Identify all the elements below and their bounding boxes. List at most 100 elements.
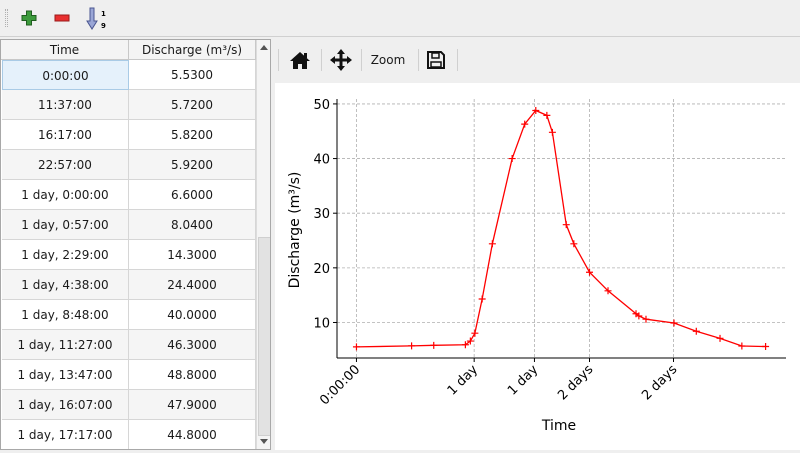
data-point-marker <box>586 268 594 276</box>
add-row-button[interactable] <box>16 6 42 30</box>
data-point-marker <box>762 343 770 351</box>
time-cell[interactable]: 11:37:00 <box>2 90 129 120</box>
remove-row-button[interactable] <box>49 6 75 30</box>
data-point-marker <box>692 327 700 335</box>
discharge-cell[interactable]: 14.3000 <box>129 240 256 270</box>
y-tick-label: 50 <box>313 98 330 113</box>
table-row[interactable]: 16:17:00 5.8200 <box>2 120 256 150</box>
time-cell[interactable]: 16:17:00 <box>2 120 129 150</box>
sort-digit-bottom: 9 <box>101 22 106 30</box>
x-tick-label: 2 days <box>555 362 596 403</box>
toolbar-separator <box>457 49 458 71</box>
time-cell[interactable]: 1 day, 13:47:00 <box>2 360 129 390</box>
sort-button[interactable]: 1 9 <box>82 6 110 30</box>
x-tick-label: 2 days <box>639 362 680 403</box>
time-cell[interactable]: 1 day, 4:38:00 <box>2 270 129 300</box>
data-point-marker <box>642 315 650 323</box>
data-point-marker <box>570 240 578 248</box>
floppy-disk-icon <box>427 51 445 69</box>
table-row[interactable]: 0:00:00 5.5300 <box>2 60 256 90</box>
table-row[interactable]: 1 day, 0:00:00 6.6000 <box>2 180 256 210</box>
time-cell[interactable]: 1 day, 8:48:00 <box>2 300 129 330</box>
discharge-cell[interactable]: 44.8000 <box>129 420 256 449</box>
column-header-discharge[interactable]: Discharge (m³/s) <box>129 40 256 60</box>
chart-toolbar: Zoom <box>275 40 800 80</box>
scrollbar-thumb[interactable] <box>258 237 270 436</box>
data-point-marker <box>670 319 678 327</box>
sort-digit-top: 1 <box>101 10 106 18</box>
time-cell[interactable]: 1 day, 16:07:00 <box>2 390 129 420</box>
data-point-marker <box>471 329 479 337</box>
y-tick-label: 20 <box>313 262 330 277</box>
time-cell[interactable]: 1 day, 2:29:00 <box>2 240 129 270</box>
table-row[interactable]: 1 day, 8:48:00 40.0000 <box>2 300 256 330</box>
toolbar-separator <box>278 49 279 71</box>
data-point-marker <box>562 221 570 229</box>
discharge-cell[interactable]: 40.0000 <box>129 300 256 330</box>
table-row[interactable]: 1 day, 0:57:00 8.0400 <box>2 210 256 240</box>
data-point-marker <box>532 106 540 114</box>
table-row[interactable]: 1 day, 4:38:00 24.4000 <box>2 270 256 300</box>
discharge-cell[interactable]: 8.0400 <box>129 210 256 240</box>
discharge-cell[interactable]: 24.4000 <box>129 270 256 300</box>
data-point-marker <box>508 155 516 163</box>
table-row[interactable]: 1 day, 16:07:00 47.9000 <box>2 390 256 420</box>
data-point-marker <box>738 342 746 350</box>
discharge-cell[interactable]: 6.6000 <box>129 180 256 210</box>
discharge-cell[interactable]: 5.8200 <box>129 120 256 150</box>
zoom-button[interactable]: Zoom <box>370 53 406 67</box>
data-point-marker <box>635 312 643 320</box>
pan-button[interactable] <box>328 47 354 73</box>
data-point-marker <box>430 341 438 349</box>
data-point-marker <box>461 341 469 349</box>
data-point-marker <box>716 334 724 342</box>
x-axis-label: Time <box>541 418 576 434</box>
discharge-cell[interactable]: 47.9000 <box>129 390 256 420</box>
discharge-cell[interactable]: 5.5300 <box>129 60 256 90</box>
home-button[interactable] <box>287 47 313 73</box>
time-cell[interactable]: 1 day, 0:00:00 <box>2 180 129 210</box>
time-cell[interactable]: 22:57:00 <box>2 150 129 180</box>
sort-ascending-icon: 1 9 <box>86 7 106 30</box>
table-row[interactable]: 1 day, 11:27:00 46.3000 <box>2 330 256 360</box>
table-row[interactable]: 1 day, 13:47:00 48.8000 <box>2 360 256 390</box>
scroll-down-arrow-icon[interactable] <box>260 439 268 444</box>
y-tick-label: 10 <box>313 316 330 331</box>
y-tick-label: 40 <box>313 153 330 168</box>
data-point-marker <box>521 120 529 128</box>
time-cell[interactable]: 1 day, 11:27:00 <box>2 330 129 360</box>
y-axis-label: Discharge (m³/s) <box>287 172 303 289</box>
discharge-cell[interactable]: 5.9200 <box>129 150 256 180</box>
chart-canvas[interactable]: Time Discharge (m³/s) 10 20 30 40 50 0:00:00 1… <box>275 83 800 450</box>
red-minus-icon <box>54 14 70 22</box>
x-tick-label: 1 day <box>505 362 542 399</box>
table-scrollbar[interactable] <box>256 40 270 449</box>
main-toolbar: 1 9 <box>0 0 800 37</box>
data-point-marker <box>466 337 474 345</box>
table-row[interactable]: 1 day, 17:17:00 44.8000 <box>2 420 256 449</box>
toolbar-separator <box>361 49 362 71</box>
green-plus-icon <box>21 10 37 26</box>
discharge-table: Time Discharge (m³/s) 0:00:00 5.5300 11:37… <box>0 39 271 450</box>
home-icon <box>290 52 310 69</box>
data-point-marker <box>352 343 360 351</box>
data-point-marker <box>548 128 556 136</box>
discharge-series-line <box>356 109 766 348</box>
scroll-up-arrow-icon[interactable] <box>260 45 268 50</box>
time-cell[interactable]: 0:00:00 <box>2 60 129 90</box>
data-point-marker <box>478 295 486 303</box>
table-row[interactable]: 11:37:00 5.7200 <box>2 90 256 120</box>
column-header-time[interactable]: Time <box>1 40 129 60</box>
discharge-cell[interactable]: 5.7200 <box>129 90 256 120</box>
table-row[interactable]: 22:57:00 5.9200 <box>2 150 256 180</box>
discharge-cell[interactable]: 46.3000 <box>129 330 256 360</box>
save-button[interactable] <box>423 47 449 73</box>
data-point-marker <box>488 240 496 248</box>
toolbar-grip[interactable] <box>5 9 8 27</box>
toolbar-separator <box>418 49 419 71</box>
table-row[interactable]: 1 day, 2:29:00 14.3000 <box>2 240 256 270</box>
discharge-cell[interactable]: 48.8000 <box>129 360 256 390</box>
time-cell[interactable]: 1 day, 17:17:00 <box>2 420 129 449</box>
time-cell[interactable]: 1 day, 0:57:00 <box>2 210 129 240</box>
x-tick-label: 1 day <box>445 362 482 399</box>
